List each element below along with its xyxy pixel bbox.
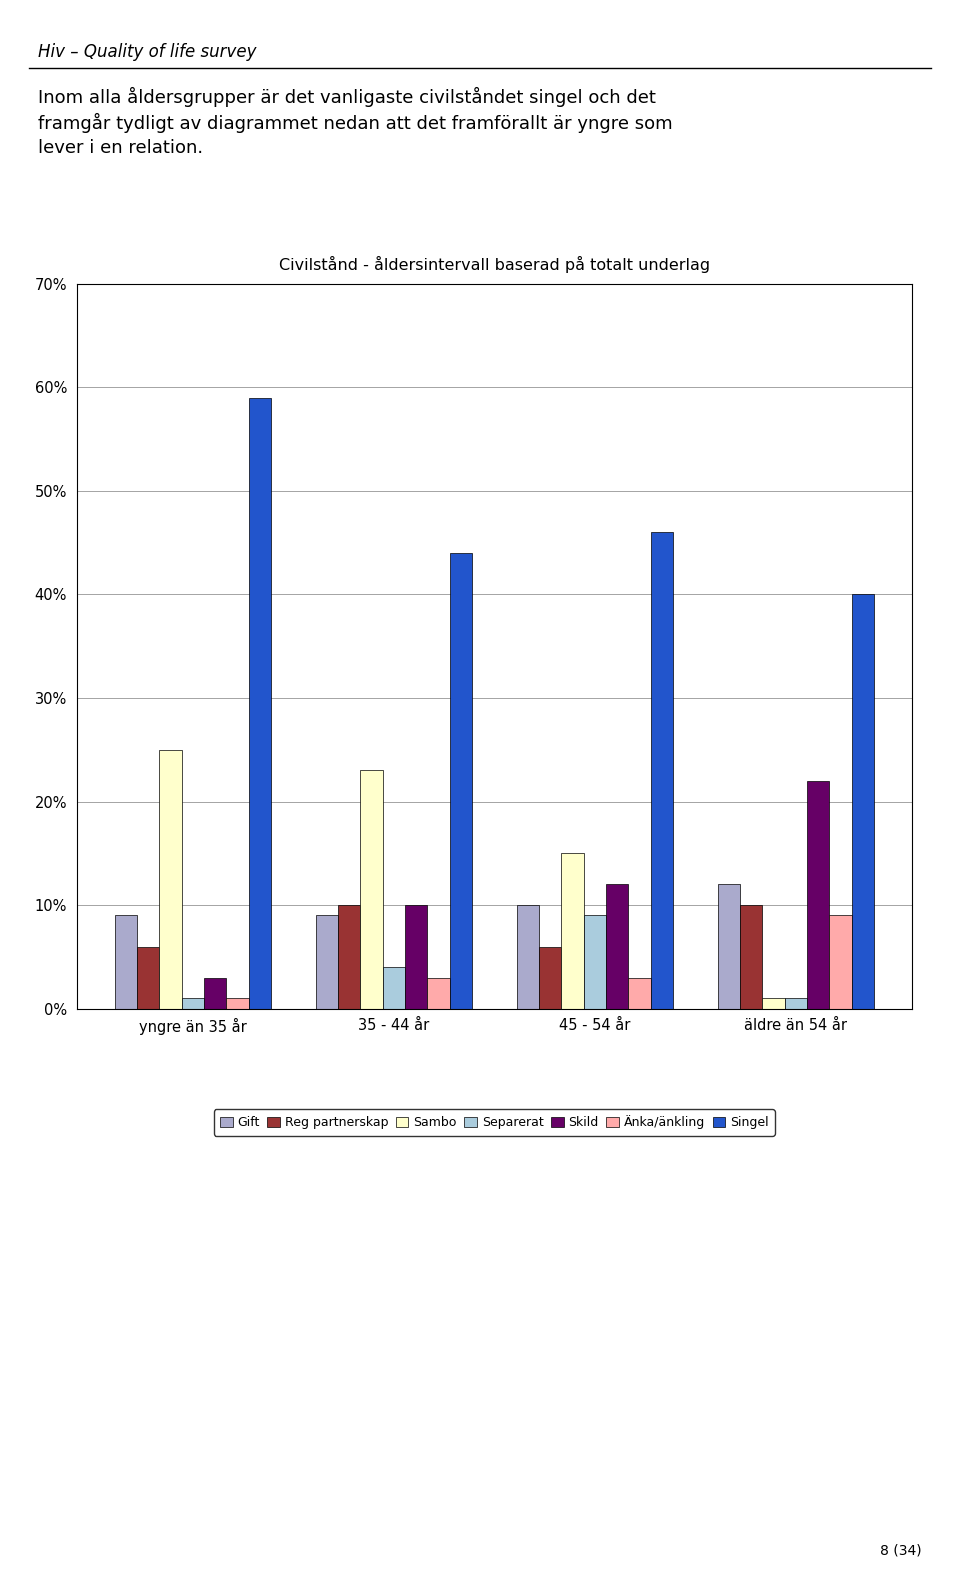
Bar xyxy=(449,553,472,1009)
Bar xyxy=(181,998,204,1009)
Bar xyxy=(338,905,360,1009)
Bar xyxy=(740,905,762,1009)
Bar xyxy=(427,977,449,1009)
Bar xyxy=(852,594,874,1009)
Bar xyxy=(829,916,852,1009)
Bar xyxy=(405,905,427,1009)
Bar xyxy=(249,397,271,1009)
Bar xyxy=(316,916,338,1009)
Bar xyxy=(115,916,137,1009)
Bar xyxy=(651,533,673,1009)
Text: 8 (34): 8 (34) xyxy=(880,1543,922,1557)
Bar xyxy=(137,947,159,1009)
Bar xyxy=(718,884,740,1009)
Bar xyxy=(784,998,807,1009)
Bar xyxy=(540,947,562,1009)
Bar xyxy=(762,998,784,1009)
Bar xyxy=(606,884,629,1009)
Title: Civilstånd - åldersintervall baserad på totalt underlag: Civilstånd - åldersintervall baserad på … xyxy=(278,255,710,273)
Legend: Gift, Reg partnerskap, Sambo, Separerat, Skild, Änka/änkling, Singel: Gift, Reg partnerskap, Sambo, Separerat,… xyxy=(214,1110,775,1136)
Text: Inom alla åldersgrupper är det vanligaste civilståndet singel och det
framgår ty: Inom alla åldersgrupper är det vanligast… xyxy=(38,87,673,158)
Text: Hiv – Quality of life survey: Hiv – Quality of life survey xyxy=(38,43,257,60)
Bar xyxy=(360,771,383,1009)
Bar xyxy=(204,977,227,1009)
Bar xyxy=(227,998,249,1009)
Bar xyxy=(629,977,651,1009)
Bar xyxy=(562,853,584,1009)
Bar xyxy=(159,750,181,1009)
Bar xyxy=(516,905,540,1009)
Bar xyxy=(807,780,829,1009)
Bar xyxy=(383,968,405,1009)
Bar xyxy=(584,916,606,1009)
